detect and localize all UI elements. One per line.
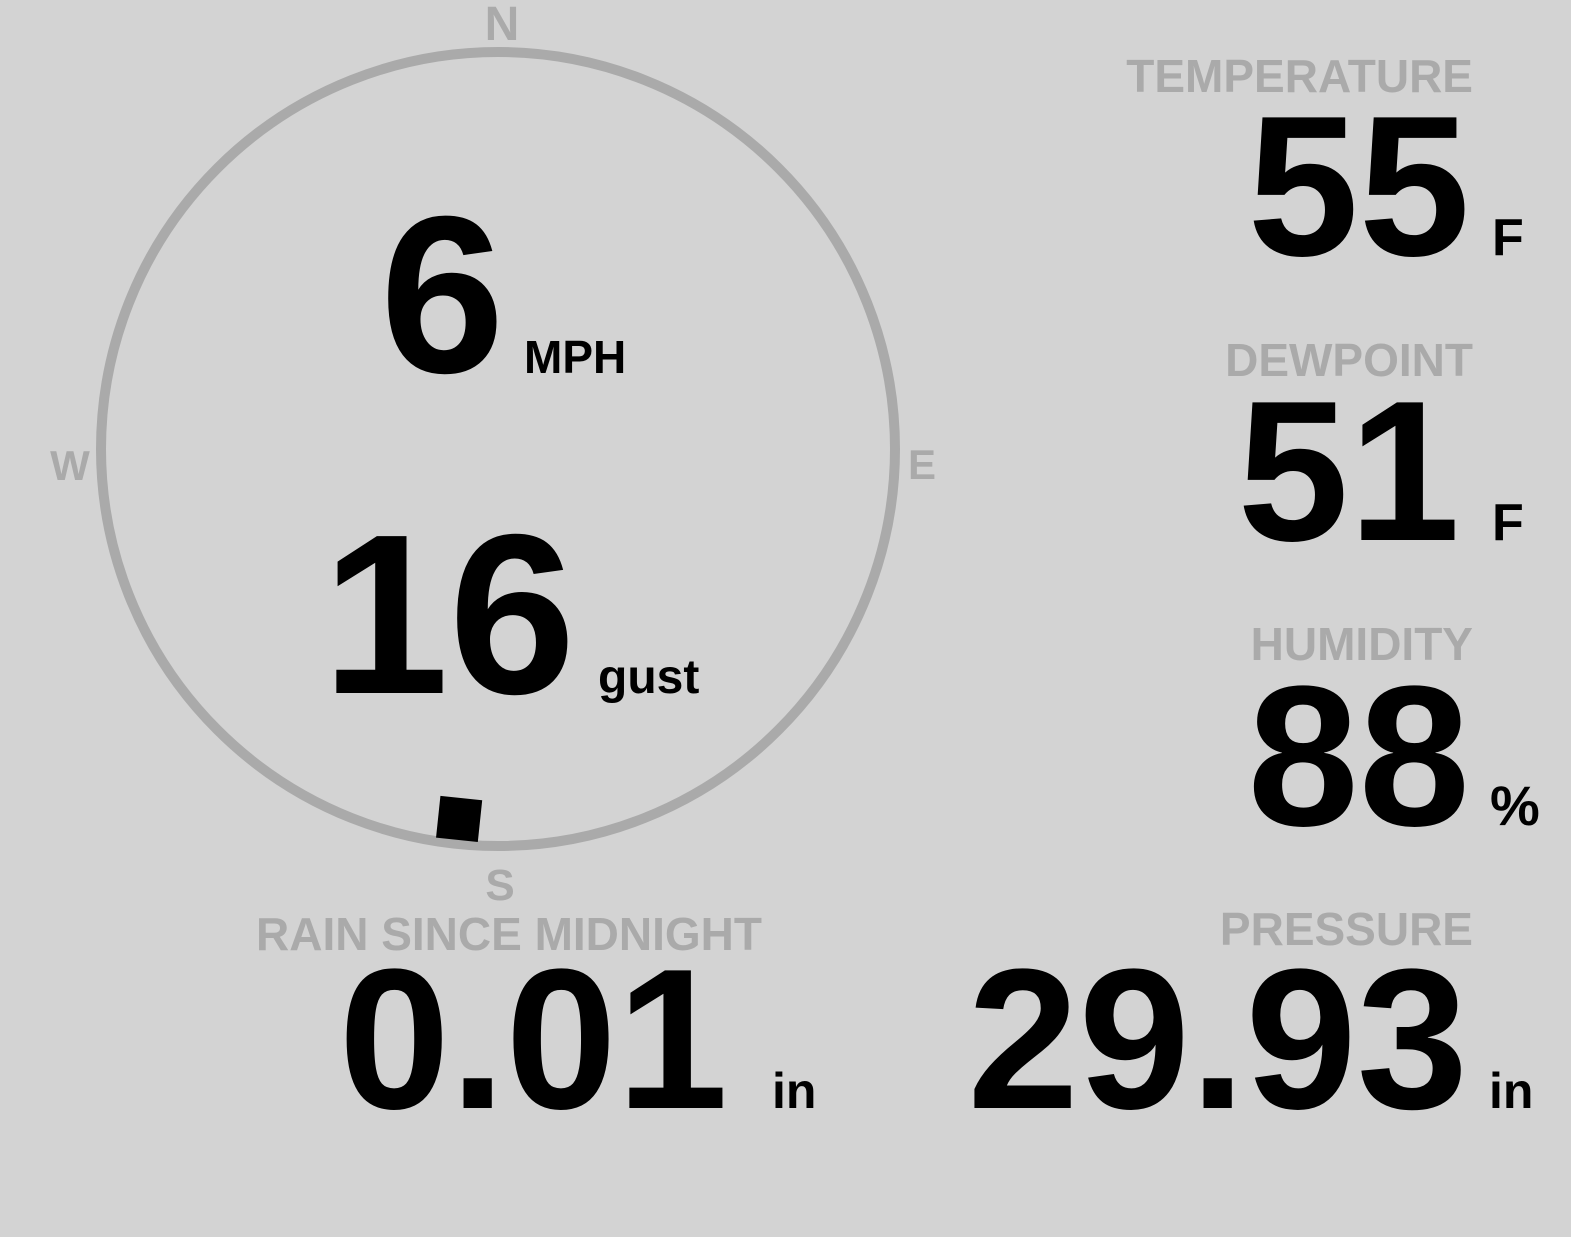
- wind-gust-label: gust: [598, 651, 699, 704]
- pressure-value: 29.93: [968, 928, 1469, 1151]
- temperature-value: 55: [1248, 75, 1470, 298]
- compass-south-label: S: [485, 861, 514, 910]
- rain-unit: in: [772, 1063, 816, 1119]
- dewpoint-unit: F: [1492, 494, 1524, 552]
- compass-dial: [96, 47, 900, 851]
- wind-speed-unit: MPH: [524, 331, 626, 383]
- compass-north-label: N: [485, 0, 520, 51]
- rain-value: 0.01: [339, 928, 728, 1151]
- humidity-value: 88: [1248, 645, 1470, 868]
- dewpoint-value: 51: [1238, 360, 1460, 583]
- compass-east-label: E: [908, 441, 936, 488]
- humidity-label: HUMIDITY: [1251, 618, 1473, 670]
- temperature-label: TEMPERATURE: [1126, 50, 1473, 102]
- dewpoint-label: DEWPOINT: [1225, 334, 1473, 386]
- pressure-label: PRESSURE: [1220, 903, 1473, 955]
- compass-west-label: W: [50, 442, 90, 489]
- wind-speed-value: 6: [380, 170, 505, 420]
- temperature-unit: F: [1492, 209, 1524, 267]
- humidity-unit: %: [1490, 774, 1540, 837]
- wind-direction-marker: [436, 795, 483, 843]
- wind-gust-value: 16: [322, 488, 576, 742]
- pressure-unit: in: [1489, 1063, 1533, 1119]
- rain-label: RAIN SINCE MIDNIGHT: [256, 908, 762, 960]
